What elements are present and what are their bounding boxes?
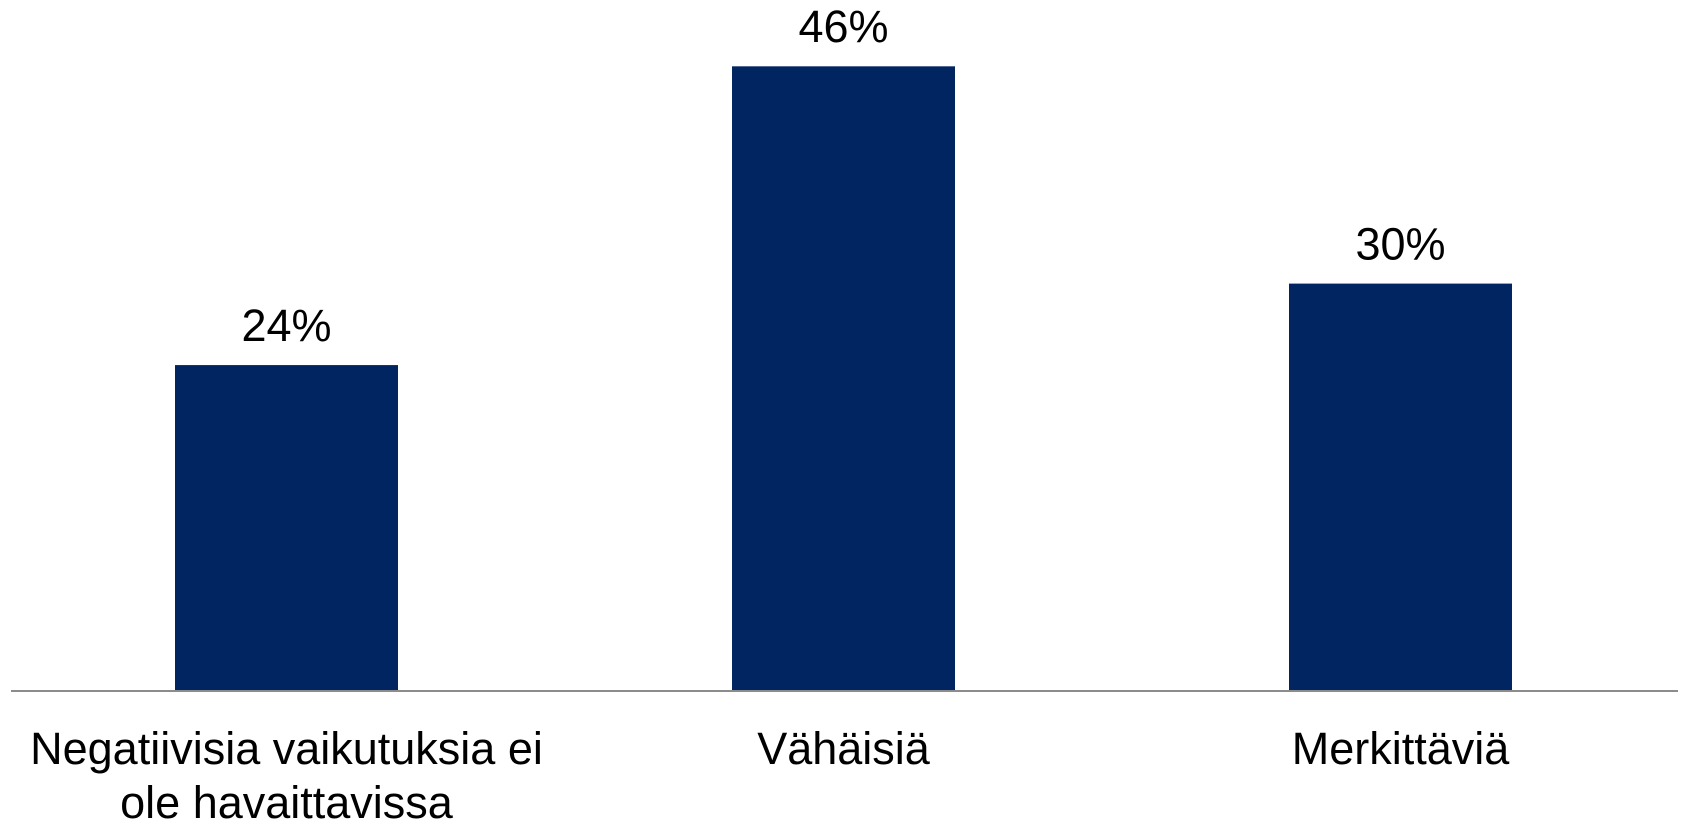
value-label: 46% xyxy=(798,1,888,52)
bar xyxy=(732,66,955,691)
x-tick-label: Merkittäviä xyxy=(1291,723,1510,774)
value-label: 30% xyxy=(1355,218,1445,269)
x-tick-label: Vähäisiä xyxy=(757,723,930,774)
bar xyxy=(1289,283,1512,691)
bar xyxy=(175,365,398,691)
x-tick-label: Negatiivisia vaikutuksia ei ole havaitta… xyxy=(30,723,543,825)
value-label: 24% xyxy=(241,300,331,351)
